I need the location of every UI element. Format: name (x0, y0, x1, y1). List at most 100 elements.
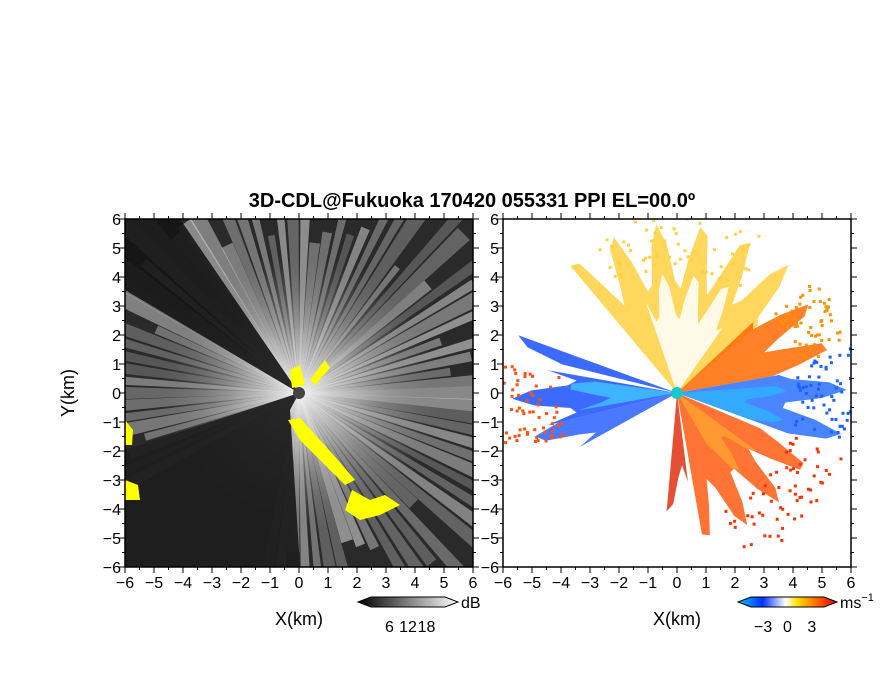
velocity-speckle (813, 359, 817, 363)
yellow-highlight (310, 360, 330, 385)
velocity-speckle (801, 417, 805, 421)
velocity-speckle (824, 469, 828, 473)
intensity-tick-labels: −6 −5 −4 −3 −2 −1 0 1 2 3 4 5 6 6 5 4 3 2 1 0 −1 −2 −3 −4 −5 −6 (103, 212, 478, 592)
velocity-speckle (825, 308, 829, 312)
x-tick-label: 1 (702, 575, 711, 592)
velocity-speckle (535, 436, 539, 440)
intensity-ray (299, 393, 473, 491)
y-tick-label: −6 (103, 560, 121, 577)
x-tick-label: 5 (818, 575, 827, 592)
x-tick-label: 3 (760, 575, 769, 592)
velocity-speckle (834, 417, 838, 421)
velocity-speckle (820, 319, 824, 323)
velocity-speckle (814, 334, 818, 338)
y-tick-label: −1 (103, 415, 121, 432)
velocity-speckle (550, 433, 554, 437)
velocity-speckle (815, 447, 819, 451)
velocity-speckle (809, 488, 813, 492)
velocity-speckle (809, 347, 813, 351)
velocity-speckle (629, 249, 633, 253)
velocity-speckle (836, 430, 840, 434)
velocity-speckle (531, 410, 535, 414)
velocity-speckle (781, 507, 785, 511)
velocity-speckle (781, 322, 785, 326)
velocity-speckle (700, 271, 704, 275)
velocity-speckle (797, 384, 801, 388)
velocity-speckle (510, 394, 514, 398)
velocity-speckle (803, 307, 807, 311)
velocity-speckle (516, 379, 520, 383)
velocity-speckle (726, 278, 730, 282)
y-tick-label: 1 (112, 357, 121, 374)
intensity-colorbar-tick-label: 18 (418, 619, 436, 636)
velocity-speckle (536, 439, 540, 443)
velocity-speckle (513, 434, 517, 438)
velocity-speckle (608, 265, 612, 269)
velocity-speckle (515, 409, 519, 413)
x-tick-label: −1 (639, 575, 657, 592)
velocity-speckle (828, 313, 832, 317)
velocity-speckle (531, 374, 535, 378)
velocity-speckle (517, 393, 521, 397)
velocity-speckle (794, 305, 798, 309)
x-tick-label: 5 (440, 575, 449, 592)
velocity-speckle (644, 256, 648, 260)
velocity-speckles (503, 219, 851, 549)
velocity-speckle (813, 343, 817, 347)
velocity-speckle (810, 398, 814, 402)
velocity-speckle (710, 272, 714, 276)
velocity-speckle (809, 383, 813, 387)
velocity-speckle (799, 295, 803, 299)
y-tick-label: −3 (481, 473, 499, 490)
velocity-speckle (538, 398, 542, 402)
velocity-speckle (746, 514, 750, 518)
intensity-radar-site (293, 387, 305, 399)
velocity-speckle (510, 365, 514, 369)
velocity-speckle (832, 398, 836, 402)
velocity-speckle (835, 331, 839, 335)
sector-north (570, 224, 789, 393)
velocity-speckle (788, 441, 792, 445)
velocity-speckle (504, 431, 508, 435)
x-tick-label: −3 (203, 575, 221, 592)
intensity-colorbar-tick-label: 6 (385, 619, 394, 636)
velocity-unit-exponent: −1 (861, 592, 874, 604)
velocity-speckle (508, 436, 512, 440)
velocity-echo-field (503, 219, 851, 549)
velocity-speckle (769, 473, 773, 477)
velocity-speckle (741, 247, 745, 251)
velocity-speckle (673, 262, 677, 266)
velocity-speckle (529, 391, 533, 395)
velocity-speckle (633, 220, 637, 224)
velocity-speckle (503, 381, 506, 385)
velocity-speckle (562, 433, 566, 437)
velocity-colorbar-tick-label: 0 (783, 619, 792, 636)
intensity-ticks (119, 213, 479, 573)
y-tick-label: −3 (103, 473, 121, 490)
velocity-speckle (652, 219, 656, 223)
velocity-speckle (842, 427, 846, 431)
velocity-speckle (829, 361, 833, 365)
velocity-speckle (841, 411, 845, 415)
y-tick-label: 2 (112, 328, 121, 345)
x-tick-label: 0 (673, 575, 682, 592)
velocity-speckle (725, 236, 729, 240)
velocity-speckle (799, 321, 803, 325)
velocity-speckle (626, 243, 630, 247)
velocity-speckle (525, 430, 529, 434)
velocity-speckle (518, 428, 522, 432)
velocity-speckle (791, 467, 795, 471)
intensity-panel: −6 −5 −4 −3 −2 −1 0 1 2 3 4 5 6 6 5 4 3 2 1 0 −1 −2 −3 −4 −5 −6 X… (58, 212, 479, 629)
velocity-speckle (757, 511, 761, 515)
velocity-speckle (793, 313, 797, 317)
velocity-speckle (820, 338, 824, 342)
velocity-speckle (686, 255, 690, 259)
velocity-speckle (791, 442, 795, 446)
velocity-speckle (692, 249, 696, 253)
velocity-speckle (816, 355, 820, 359)
y-tick-label: 5 (112, 241, 121, 258)
velocity-speckle (792, 317, 796, 321)
velocity-speckle (835, 379, 839, 383)
velocity-colorbar-unit: ms−1 (840, 592, 874, 612)
velocity-speckle (761, 513, 765, 517)
